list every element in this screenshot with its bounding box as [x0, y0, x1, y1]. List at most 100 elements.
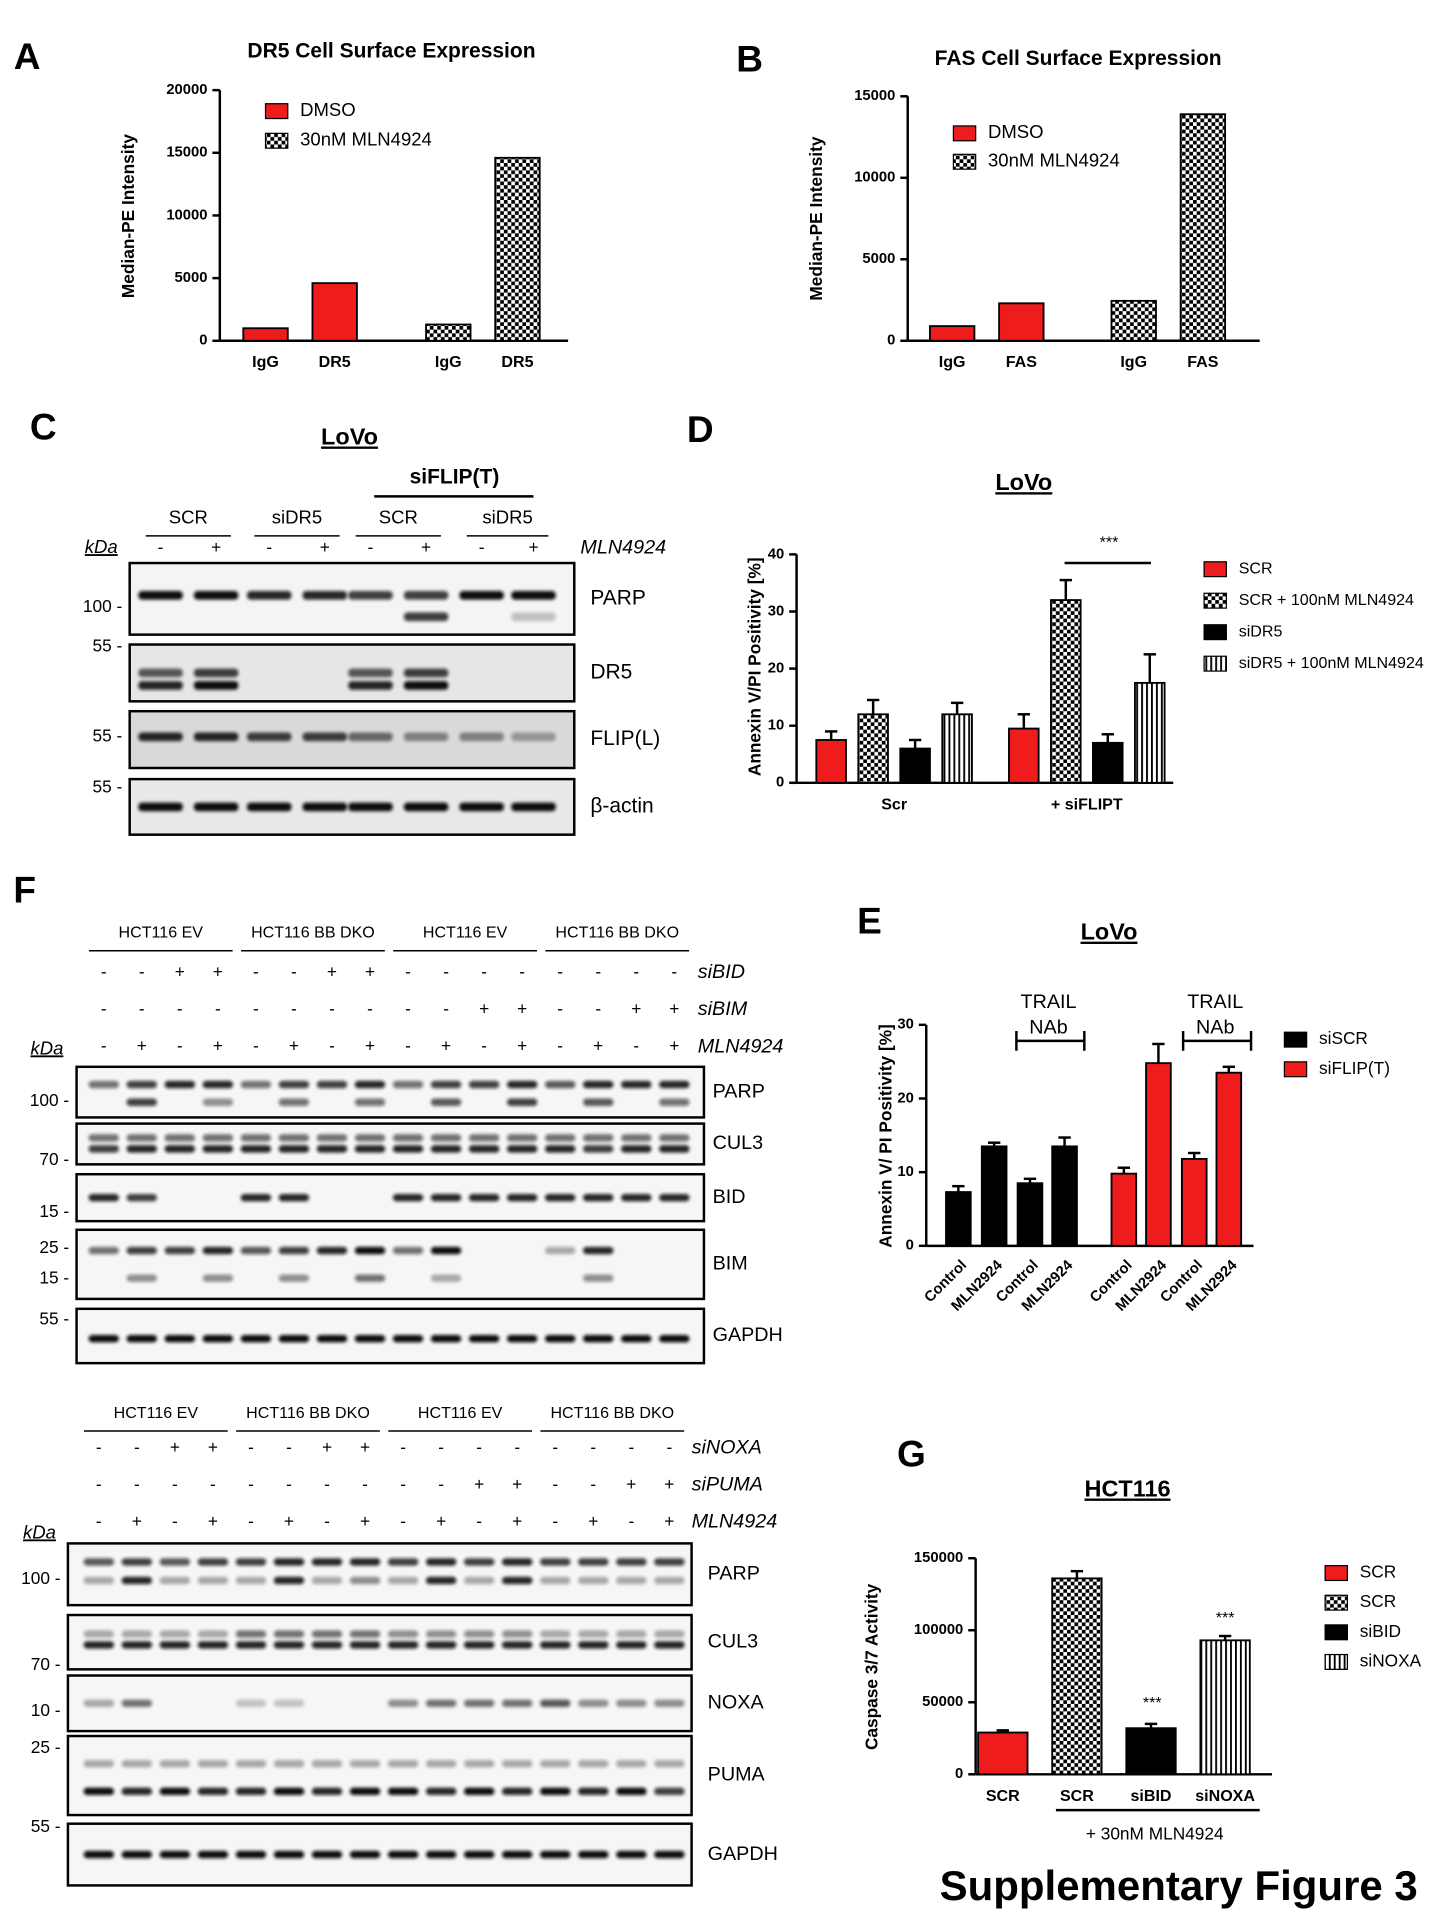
- band: [654, 1641, 685, 1649]
- band: [583, 1080, 614, 1089]
- band: [403, 612, 449, 622]
- treatment-sign: -: [253, 1036, 259, 1056]
- band: [121, 1630, 153, 1638]
- band: [654, 1630, 685, 1638]
- y-axis-label: Median-PE Intensity: [118, 134, 138, 298]
- band: [511, 802, 556, 812]
- treatment-label: MLN4924: [692, 1511, 778, 1533]
- treatment-sign: -: [158, 537, 164, 557]
- bar: [899, 747, 931, 784]
- kda-label: kDa: [85, 536, 118, 557]
- treatment-sign: -: [266, 537, 272, 557]
- band: [121, 1787, 153, 1796]
- band: [273, 1630, 305, 1638]
- band: [349, 1630, 381, 1638]
- group-label: HCT116 EV: [119, 924, 204, 942]
- blot-panel: [75, 1122, 706, 1166]
- band: [316, 1334, 348, 1343]
- band: [278, 1134, 310, 1142]
- band-label: PARP: [713, 1080, 765, 1102]
- band: [273, 1759, 305, 1768]
- band: [88, 1193, 119, 1202]
- band: [387, 1630, 419, 1638]
- treatment-sign: +: [669, 999, 679, 1019]
- band: [348, 590, 393, 600]
- legend-label: SCR: [1360, 1562, 1396, 1582]
- legend-swatch: [1203, 592, 1227, 609]
- band: [159, 1576, 191, 1585]
- treatment-sign: -: [172, 1511, 178, 1531]
- legend-label: siSCR: [1319, 1028, 1368, 1048]
- bar: [311, 282, 358, 342]
- bar: [1110, 299, 1157, 342]
- band: [659, 1080, 690, 1089]
- band: [273, 1558, 305, 1566]
- band: [164, 1080, 196, 1089]
- band: [311, 1759, 343, 1768]
- treatment-label: siBIM: [698, 998, 748, 1020]
- band: [235, 1699, 267, 1708]
- band: [126, 1193, 157, 1202]
- treatment-sign: +: [132, 1511, 142, 1531]
- treatment-sign: -: [400, 1437, 406, 1457]
- band: [659, 1193, 690, 1202]
- band: [278, 1246, 310, 1255]
- band: [311, 1558, 343, 1566]
- band-label: PARP: [590, 586, 646, 609]
- band: [544, 1145, 576, 1153]
- y-tick-label: 0: [199, 333, 207, 349]
- treatment-sign: -: [134, 1437, 140, 1457]
- band: [501, 1850, 533, 1859]
- bar: [1051, 1145, 1078, 1247]
- treatment-sign: -: [557, 962, 563, 982]
- chart-title: LoVo: [1081, 919, 1138, 945]
- treatment-sign: -: [291, 962, 297, 982]
- treatment-sign: +: [528, 537, 538, 557]
- treatment-sign: -: [177, 1036, 183, 1056]
- treatment-sign: +: [588, 1511, 598, 1531]
- legend-swatch: [264, 103, 289, 120]
- y-tick-label: 0: [906, 1238, 914, 1254]
- legend-label: siDR5: [1239, 622, 1283, 640]
- band: [621, 1145, 652, 1153]
- x-tick-label: siNOXA: [1195, 1787, 1255, 1805]
- band: [430, 1246, 462, 1255]
- band: [348, 802, 393, 812]
- treatment-sign: -: [96, 1437, 102, 1457]
- x-tick-label: IgG: [252, 353, 279, 371]
- legend-label: siBID: [1360, 1621, 1401, 1641]
- bar: [1180, 1157, 1208, 1247]
- treatment-sign: -: [476, 1511, 482, 1531]
- treatment-sign: +: [664, 1474, 674, 1494]
- treatment-sign: -: [368, 537, 374, 557]
- band: [501, 1641, 533, 1649]
- treatment-sign: -: [590, 1437, 596, 1457]
- legend-label: SCR + 100nM MLN4924: [1239, 591, 1414, 609]
- band: [235, 1850, 267, 1859]
- band: [302, 590, 348, 600]
- x-tick-label: DR5: [501, 353, 533, 371]
- band: [387, 1787, 419, 1796]
- x-tick-label: Scr: [881, 795, 907, 813]
- treatment-sign: +: [512, 1474, 522, 1494]
- y-tick-label: 0: [887, 333, 895, 349]
- x-tick-label: FAS: [1006, 353, 1038, 371]
- legend-label: 30nM MLN4924: [988, 150, 1120, 171]
- legend-swatch: [1283, 1061, 1308, 1078]
- legend-swatch: [1203, 655, 1227, 672]
- band: [126, 1274, 157, 1282]
- band: [273, 1641, 305, 1649]
- group-label: SCR: [169, 506, 208, 527]
- band: [83, 1576, 115, 1585]
- bar: [929, 325, 976, 342]
- blot-panel: [66, 1542, 693, 1607]
- treatment-sign: +: [213, 1036, 223, 1056]
- chart-title: LoVo: [995, 469, 1052, 495]
- band: [403, 590, 449, 600]
- treatment-sign: -: [400, 1511, 406, 1531]
- band: [506, 1334, 538, 1343]
- treatment-sign: -: [552, 1474, 558, 1494]
- band: [354, 1274, 386, 1282]
- treatment-sign: +: [284, 1511, 294, 1531]
